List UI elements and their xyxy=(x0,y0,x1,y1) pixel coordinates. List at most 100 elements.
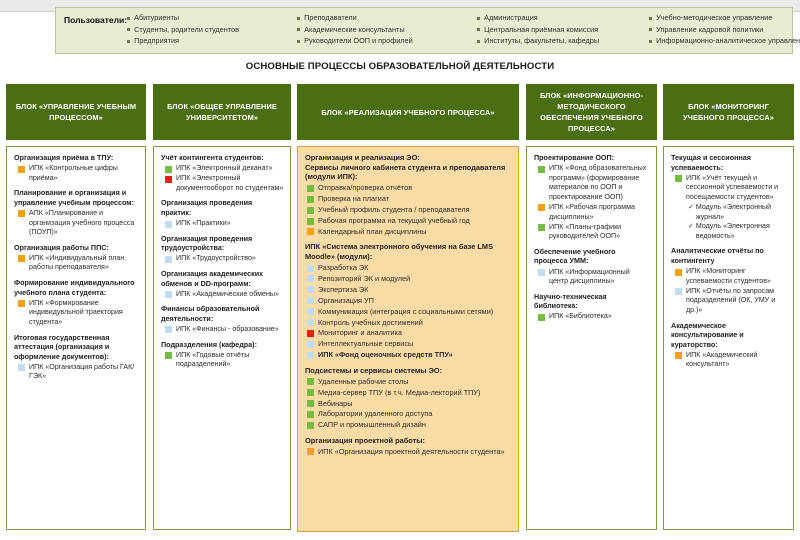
process-item-label: ИПК «Учёт текущей и сессионной успеваемо… xyxy=(686,173,779,201)
user-type-label: Преподаватели xyxy=(304,13,357,22)
status-square-icon xyxy=(307,184,314,192)
process-item[interactable]: ИПК «Планы-графики руководителей ООП» xyxy=(534,223,650,242)
process-item[interactable]: ИПК «Практики» xyxy=(161,219,284,229)
process-item[interactable]: Организация УП xyxy=(305,296,512,306)
bullet-square-icon xyxy=(477,16,481,20)
process-item[interactable]: Учебный профиль студента / преподавателя xyxy=(305,205,512,215)
status-square-icon xyxy=(165,352,172,360)
process-item-label: ИПК «Годовые отчёты подразделений» xyxy=(176,350,250,369)
process-item[interactable]: ИПК «Учёт текущей и сессионной успеваемо… xyxy=(671,174,787,203)
user-type-item: Администрация xyxy=(477,13,649,23)
status-square-icon xyxy=(307,195,314,203)
process-group: Организация приёма в ТПУ: ИПК «Контрольны… xyxy=(14,153,139,183)
process-item[interactable]: ИПК «Годовые отчёты подразделений» xyxy=(161,351,284,370)
process-item[interactable]: ИПК «Трудоустройство» xyxy=(161,254,284,264)
process-item[interactable]: Мониторинг и аналитика xyxy=(305,328,512,338)
user-type-label: Руководители ООП и профилей xyxy=(304,36,413,45)
process-subitem[interactable]: ✓ Модуль «Электронный журнал» xyxy=(671,203,787,222)
block-header-upravlenie-uchebnym-processom[interactable]: БЛОК «УПРАВЛЕНИЕ УЧЕБНЫМ ПРОЦЕССОМ» xyxy=(6,84,146,140)
process-item[interactable]: ИПК «Рабочая программа дисциплины» xyxy=(534,203,650,222)
process-item[interactable]: Календарный план дисциплины xyxy=(305,227,512,237)
process-item[interactable]: ИПК «Электронный деканат» xyxy=(161,164,284,174)
bullet-square-icon xyxy=(127,28,131,31)
block-header-realizaciya-uchebnogo-processa[interactable]: БЛОК «РЕАЛИЗАЦИЯ УЧЕБНОГО ПРОЦЕССА» xyxy=(297,84,519,140)
user-type-label: Академические консультанты xyxy=(304,24,405,34)
process-item[interactable]: САПР и промышленный дизайн xyxy=(305,420,512,430)
process-group: Итоговая государственная аттестация (орг… xyxy=(14,333,139,382)
process-item[interactable]: Вебинары xyxy=(305,399,512,409)
process-item[interactable]: ИПК «Фонд образовательных программ» (фор… xyxy=(534,164,650,202)
process-item-label: ИПК «Электронный деканат» xyxy=(176,164,273,173)
process-group: Организация проведения трудоустройства: И… xyxy=(161,234,284,264)
user-type-item: Академические консультанты xyxy=(297,25,477,35)
process-group-title: Научно-техническая библиотека: xyxy=(534,291,607,311)
process-item[interactable]: ИПК «Формирование индивидувльной траекто… xyxy=(14,299,139,328)
block-header-monitoring-uchebnogo-processa[interactable]: БЛОК «МОНИТОРИНГ УЧЕБНОГО ПРОЦЕССА» xyxy=(663,84,794,140)
status-square-icon xyxy=(538,165,545,173)
process-item[interactable]: Разработка ЭК xyxy=(305,263,512,273)
bullet-square-icon xyxy=(649,39,653,43)
process-group-title: Организация проведения практик: xyxy=(161,198,253,217)
process-group: Финансы образовательной деятельности: ИПК… xyxy=(161,304,284,334)
process-subitem-label: Модуль «Электронная ведомость» xyxy=(695,222,770,240)
process-item[interactable]: Экспертиза ЭК xyxy=(305,285,512,295)
process-item[interactable]: ИПК «Организация работы ГАК/ГЭК» xyxy=(14,363,139,382)
process-item-label: ИПК «Индивидуальный план работы преподав… xyxy=(29,253,125,272)
bullet-square-icon xyxy=(297,16,301,20)
process-item[interactable]: ИПК «Библиотека» xyxy=(534,312,650,322)
block-header-obschee-upravlenie-universitetom[interactable]: БЛОК «ОБЩЕЕ УПРАВЛЕНИЕ УНИВЕРСИТЕТОМ» xyxy=(153,84,291,140)
bullet-square-icon xyxy=(297,39,301,43)
user-type-label: Информационно-аналитическое управление xyxy=(656,36,800,45)
process-group: Подсистемы и сервисы системы ЭО: Удаленны… xyxy=(305,366,512,431)
process-group-title: Организация проектной работы: xyxy=(305,435,426,445)
status-square-icon xyxy=(307,297,314,305)
process-item[interactable]: Отправка/проверка отчётов xyxy=(305,183,512,193)
process-item[interactable]: Коммуникация (интеграция с социальными с… xyxy=(305,307,512,317)
process-item[interactable]: ИПК «Организация проектной деятельности … xyxy=(305,447,512,457)
process-item[interactable]: ИПК «Электронный документооборот по студ… xyxy=(161,174,284,193)
process-item[interactable]: Рабочая программа на текущий учебный год xyxy=(305,216,512,226)
status-square-icon xyxy=(165,326,172,334)
process-item-label: Мониторинг и аналитика xyxy=(318,328,402,338)
process-item[interactable]: ИПК «Академические обмены» xyxy=(161,290,284,300)
user-type-label: Администрация xyxy=(484,13,538,22)
process-item[interactable]: ИПК «Фонд оценочных средств ТПУ» xyxy=(305,350,512,360)
process-item[interactable]: Медиа-сервер ТПУ (в т.ч. Медиа-лекторий … xyxy=(305,388,512,398)
status-square-icon xyxy=(307,264,314,272)
process-item-label: ИПК «Практики» xyxy=(176,219,231,228)
page-title: ОСНОВНЫЕ ПРОЦЕССЫ ОБРАЗОВАТЕЛЬНОЙ ДЕЯТЕЛ… xyxy=(245,61,555,72)
process-item[interactable]: ИПК «Мониторинг успеваемости студентов» xyxy=(671,267,787,286)
process-item[interactable]: ИПК «Финансы - образование» xyxy=(161,325,284,335)
process-item-label: ИПК «Информационный центр дисциплины» xyxy=(549,267,630,286)
process-group: Научно-техническая библиотека: ИПК «Библи… xyxy=(534,292,650,322)
process-item[interactable]: ИПК «Индивидуальный план работы преподав… xyxy=(14,254,139,273)
process-item[interactable]: Интеллектуальные сервисы xyxy=(305,339,512,349)
process-item-label: ИПК «Рабочая программа дисциплины» xyxy=(549,202,635,221)
process-item[interactable]: ИПК «Академический консультант» xyxy=(671,351,787,370)
user-type-item: Преподаватели xyxy=(297,13,477,23)
bullet-square-icon xyxy=(127,39,131,43)
process-group: Организация проектной работы: ИПК «Органи… xyxy=(305,436,512,458)
process-group-title: Планирование и организация и управление … xyxy=(14,188,135,207)
process-item[interactable]: Репозиторий ЭК и модулей xyxy=(305,274,512,284)
process-item[interactable]: ИПК «Информационный центр дисциплины» xyxy=(534,268,650,287)
user-type-item: Учебно-методическое управление xyxy=(649,13,800,23)
process-item-label: Организация УП xyxy=(318,295,374,305)
process-subitem[interactable]: ✓ Модуль «Электронная ведомость» xyxy=(671,222,787,241)
process-item[interactable]: АПК «Планирование и организация учебного… xyxy=(14,209,139,238)
user-type-item: Центральная приёмная комиссия xyxy=(477,25,649,35)
process-group: Учёт контингента студентов: ИПК «Электрон… xyxy=(161,153,284,193)
users-column-group: Абитуриенты Студенты, родители студентов П… xyxy=(127,13,800,46)
process-group-title: Организация приёма в ТПУ: xyxy=(14,153,114,162)
block-header-informacionno-metodicheskoe-obespechenie[interactable]: БЛОК «ИНФОРМАЦИОННО-МЕТОДИЧЕСКОГО ОБЕСПЕ… xyxy=(526,84,657,140)
process-item[interactable]: ИПК «Контрольные цифры приёма» xyxy=(14,164,139,183)
bullet-square-icon xyxy=(477,39,481,43)
status-square-icon xyxy=(307,378,314,386)
user-type-item: Управление кадровой политики xyxy=(649,25,800,35)
process-item[interactable]: Удаленные рабочие столы xyxy=(305,377,512,387)
process-item[interactable]: ИПК «Отчёты по запросам подразделений (О… xyxy=(671,287,787,316)
process-item-label: ИПК «Контрольные цифры приёма» xyxy=(29,164,118,182)
process-item[interactable]: Лаборатории удаленного доступа xyxy=(305,409,512,419)
process-item[interactable]: Контроль учебных достижений xyxy=(305,318,512,328)
process-item[interactable]: Проверка на плагиат xyxy=(305,194,512,204)
